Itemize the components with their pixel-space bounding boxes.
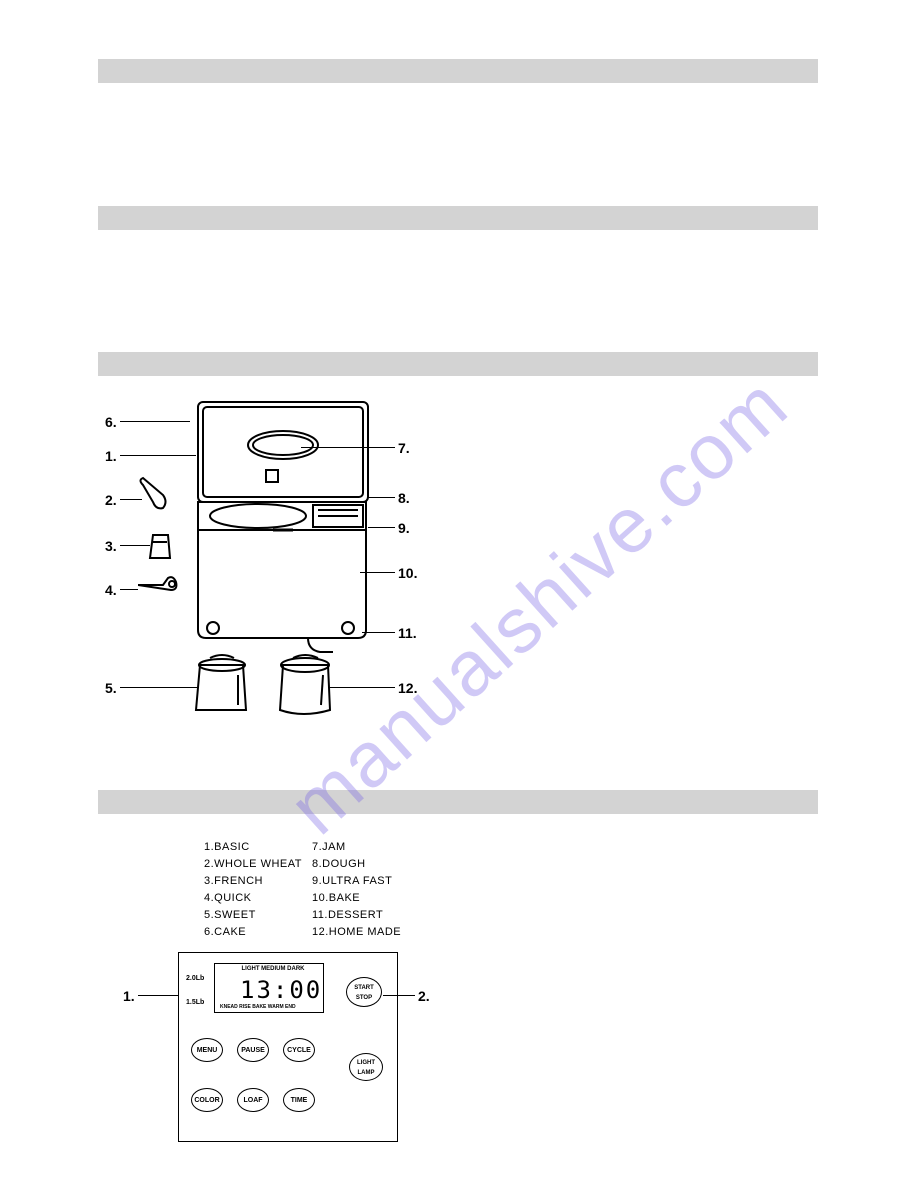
section-bar-2 xyxy=(98,206,818,230)
lcd-status-row: KNEAD RISE BAKE WARM END xyxy=(220,1004,320,1010)
lcd-display: LIGHT MEDIUM DARK 13:00 KNEAD RISE BAKE … xyxy=(214,963,324,1013)
section-bar-3 xyxy=(98,352,818,376)
diagram-label-4: 4. xyxy=(105,582,117,598)
lcd-time: 13:00 xyxy=(240,976,322,1004)
menu-item: 12.HOME MADE xyxy=(308,925,405,940)
menu-item: 3.FRENCH xyxy=(200,874,306,889)
menu-item: 8.DOUGH xyxy=(308,857,405,872)
menu-item: 11.DESSERT xyxy=(308,908,405,923)
time-button: TIME xyxy=(283,1088,315,1112)
leader-line xyxy=(120,589,138,590)
color-button: COLOR xyxy=(191,1088,223,1112)
loaf-size-2lb: 2.0Lb xyxy=(186,975,204,982)
menu-item: 9.ULTRA FAST xyxy=(308,874,405,889)
product-diagram: 6. 1. 2. 3. 4. 5. 7. 8. 9. 10. 11. 12. xyxy=(98,390,548,760)
crust-indicator: LIGHT MEDIUM DARK xyxy=(223,966,323,972)
start-stop-button: STARTSTOP xyxy=(346,977,382,1007)
loaf-button: LOAF xyxy=(237,1088,269,1112)
diagram-label-2: 2. xyxy=(105,492,117,508)
menu-item: 6.CAKE xyxy=(200,925,306,940)
panel-label-2: 2. xyxy=(418,988,430,1004)
menu-item: 1.BASIC xyxy=(200,840,306,855)
program-menu-list: 1.BASIC7.JAM 2.WHOLE WHEAT8.DOUGH 3.FREN… xyxy=(198,838,407,942)
menu-item: 2.WHOLE WHEAT xyxy=(200,857,306,872)
menu-item: 4.QUICK xyxy=(200,891,306,906)
leader-line xyxy=(138,995,178,996)
loaf-size-1.5lb: 1.5Lb xyxy=(186,999,204,1006)
diagram-label-1: 1. xyxy=(105,448,117,464)
light-lamp-button: LIGHTLAMP xyxy=(349,1053,383,1081)
pause-button: PAUSE xyxy=(237,1038,269,1062)
menu-item: 7.JAM xyxy=(308,840,405,855)
section-bar-4 xyxy=(98,790,818,814)
control-panel-diagram: 1.BASIC7.JAM 2.WHOLE WHEAT8.DOUGH 3.FREN… xyxy=(158,838,458,1148)
control-panel-box: LIGHT MEDIUM DARK 13:00 KNEAD RISE BAKE … xyxy=(178,952,398,1142)
section-bar-1 xyxy=(98,59,818,83)
menu-item: 5.SWEET xyxy=(200,908,306,923)
panel-label-1: 1. xyxy=(123,988,135,1004)
cycle-button: CYCLE xyxy=(283,1038,315,1062)
diagram-label-6: 6. xyxy=(105,414,117,430)
breadmaker-illustration xyxy=(138,390,458,750)
diagram-label-3: 3. xyxy=(105,538,117,554)
diagram-label-5: 5. xyxy=(105,680,117,696)
menu-item: 10.BAKE xyxy=(308,891,405,906)
menu-button: MENU xyxy=(191,1038,223,1062)
